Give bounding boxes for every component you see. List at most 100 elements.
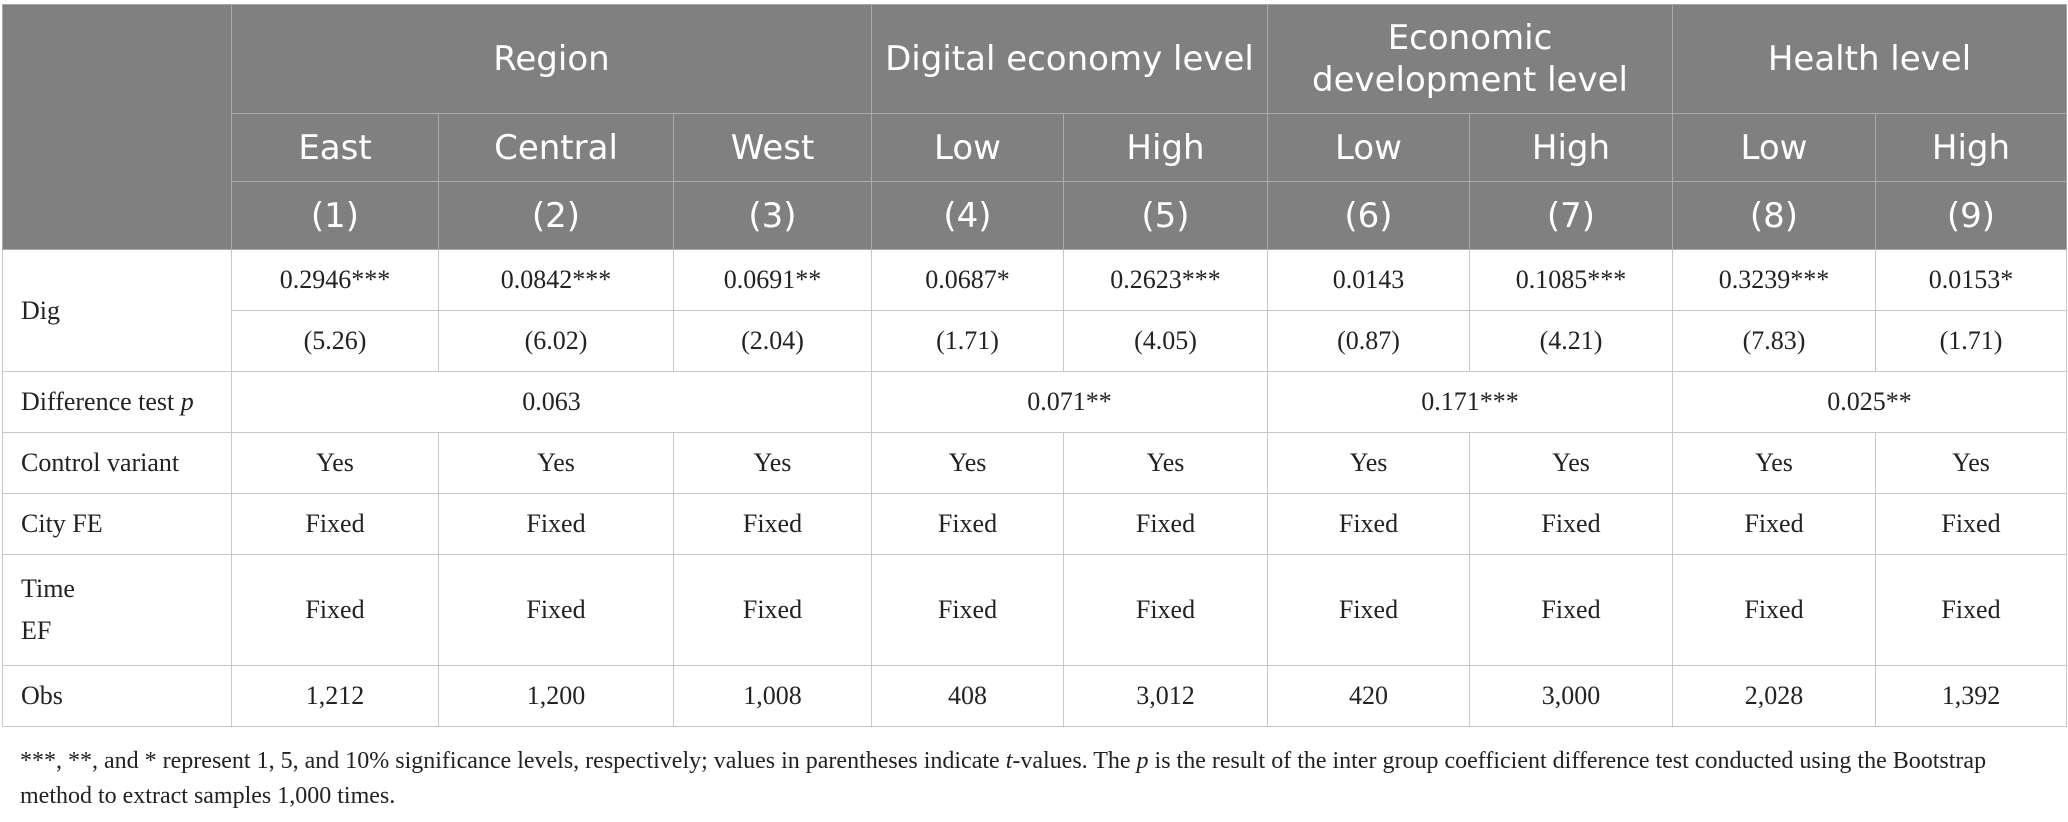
table-row-city-fe: City FE Fixed Fixed Fixed Fixed Fixed Fi…: [2, 493, 2067, 555]
coefficient-cell: 0.3239***: [1672, 249, 1876, 311]
difference-test-health: 0.025**: [1672, 371, 2067, 433]
t-value-cell: (6.02): [438, 310, 674, 372]
time-ef-cell: Fixed: [1672, 554, 1876, 666]
time-ef-cell: Fixed: [1267, 554, 1470, 666]
city-fe-cell: Fixed: [871, 493, 1064, 555]
city-fe-cell: Fixed: [438, 493, 674, 555]
group-header-region: Region: [231, 4, 872, 114]
coefficient-cell: 0.0842***: [438, 249, 674, 311]
table-row-dig-coefficients: Dig 0.2946*** 0.0842*** 0.0691** 0.0687*…: [2, 249, 2067, 372]
obs-cell: 408: [871, 665, 1064, 727]
obs-cell: 420: [1267, 665, 1470, 727]
time-ef-label-line2: EF: [21, 616, 52, 645]
t-value-cell: (0.87): [1267, 310, 1470, 372]
control-cell: Yes: [1672, 432, 1876, 494]
obs-cell: 1,200: [438, 665, 674, 727]
difference-test-label-p: p: [180, 387, 194, 416]
header-row-groups: Region Digital economy level Economic de…: [2, 4, 2067, 250]
table-body: Dig 0.2946*** 0.0842*** 0.0691** 0.0687*…: [2, 249, 2067, 727]
column-number: (9): [1875, 181, 2067, 250]
difference-test-region: 0.063: [231, 371, 872, 433]
coefficient-cell: 0.0143: [1267, 249, 1470, 311]
subgroup-header: Low: [1672, 113, 1876, 182]
row-label-difference-test: Difference test p: [2, 371, 232, 433]
column-number: (6): [1267, 181, 1470, 250]
table-row-difference-test: Difference test p 0.063 0.071** 0.171***…: [2, 371, 2067, 433]
column-number: (3): [673, 181, 872, 250]
column-number: (5): [1063, 181, 1268, 250]
coefficient-cell: 0.0153*: [1875, 249, 2067, 311]
header-row-subgroups: East Central West Low High Low High Low …: [3, 113, 2067, 182]
header-corner: [2, 4, 232, 250]
control-cell: Yes: [1469, 432, 1673, 494]
column-number: (8): [1672, 181, 1876, 250]
subgroup-header: High: [1469, 113, 1673, 182]
header-row-columns: (1) (2) (3) (4) (5) (6) (7) (8) (9): [3, 181, 2067, 250]
table-row-dig-t-values: (5.26) (6.02) (2.04) (1.71) (4.05) (0.87…: [3, 310, 2067, 372]
group-header-digital-economy: Digital economy level: [871, 4, 1268, 114]
obs-cell: 1,392: [1875, 665, 2067, 727]
table-footnote: ***, **, and * represent 1, 5, and 10% s…: [20, 744, 2050, 814]
results-table: Region Digital economy level Economic de…: [2, 4, 2067, 727]
footnote-italic-p: p: [1136, 748, 1149, 774]
column-number: (2): [438, 181, 674, 250]
footnote-part3: is the result of the inter group coeffic…: [20, 748, 1987, 809]
difference-test-economic-development: 0.171***: [1267, 371, 1673, 433]
group-header-health: Health level: [1672, 4, 2067, 114]
time-ef-label-line1: Time: [21, 574, 75, 603]
footnote-italic-t: t: [1005, 748, 1013, 774]
coefficient-cell: 0.2623***: [1063, 249, 1268, 311]
subgroup-header: West: [673, 113, 872, 182]
subgroup-header: Low: [1267, 113, 1470, 182]
row-label-city-fe: City FE: [2, 493, 232, 555]
control-cell: Yes: [438, 432, 674, 494]
t-value-cell: (4.05): [1063, 310, 1268, 372]
control-cell: Yes: [1063, 432, 1268, 494]
obs-cell: 3,012: [1063, 665, 1268, 727]
control-cell: Yes: [1267, 432, 1470, 494]
obs-cell: 1,008: [673, 665, 872, 727]
group-header-economic-development: Economic development level: [1267, 4, 1673, 114]
time-ef-cell: Fixed: [673, 554, 872, 666]
time-ef-cell: Fixed: [438, 554, 674, 666]
t-value-cell: (1.71): [871, 310, 1064, 372]
city-fe-cell: Fixed: [1063, 493, 1268, 555]
control-cell: Yes: [1875, 432, 2067, 494]
city-fe-cell: Fixed: [1469, 493, 1673, 555]
difference-test-digital-economy: 0.071**: [871, 371, 1268, 433]
coefficient-cell: 0.0687*: [871, 249, 1064, 311]
city-fe-cell: Fixed: [1672, 493, 1876, 555]
time-ef-cell: Fixed: [231, 554, 439, 666]
time-ef-cell: Fixed: [1875, 554, 2067, 666]
subgroup-header: High: [1063, 113, 1268, 182]
subgroup-header: East: [231, 113, 439, 182]
time-ef-cell: Fixed: [1063, 554, 1268, 666]
t-value-cell: (7.83): [1672, 310, 1876, 372]
difference-test-label-text: Difference test: [21, 387, 181, 416]
time-ef-cell: Fixed: [871, 554, 1064, 666]
column-number: (7): [1469, 181, 1673, 250]
coefficient-cell: 0.0691**: [673, 249, 872, 311]
city-fe-cell: Fixed: [231, 493, 439, 555]
obs-cell: 2,028: [1672, 665, 1876, 727]
footnote-part1: ***, **, and * represent 1, 5, and 10% s…: [20, 748, 1006, 774]
footnote-part2: -values. The: [1012, 748, 1137, 774]
table-row-time-ef: Time EF Fixed Fixed Fixed Fixed Fixed Fix…: [2, 554, 2067, 666]
row-label-time-ef: Time EF: [2, 554, 232, 666]
row-label-dig: Dig: [2, 249, 232, 372]
city-fe-cell: Fixed: [1267, 493, 1470, 555]
obs-cell: 3,000: [1469, 665, 1673, 727]
column-number: (1): [231, 181, 439, 250]
table-header: Region Digital economy level Economic de…: [2, 4, 2067, 250]
control-cell: Yes: [871, 432, 1064, 494]
subgroup-header: High: [1875, 113, 2067, 182]
control-cell: Yes: [231, 432, 439, 494]
row-label-obs: Obs: [2, 665, 232, 727]
city-fe-cell: Fixed: [673, 493, 872, 555]
time-ef-cell: Fixed: [1469, 554, 1673, 666]
table-row-control-variant: Control variant Yes Yes Yes Yes Yes Yes …: [2, 432, 2067, 494]
column-number: (4): [871, 181, 1064, 250]
subgroup-header: Central: [438, 113, 674, 182]
t-value-cell: (4.21): [1469, 310, 1673, 372]
coefficient-cell: 0.2946***: [231, 249, 439, 311]
